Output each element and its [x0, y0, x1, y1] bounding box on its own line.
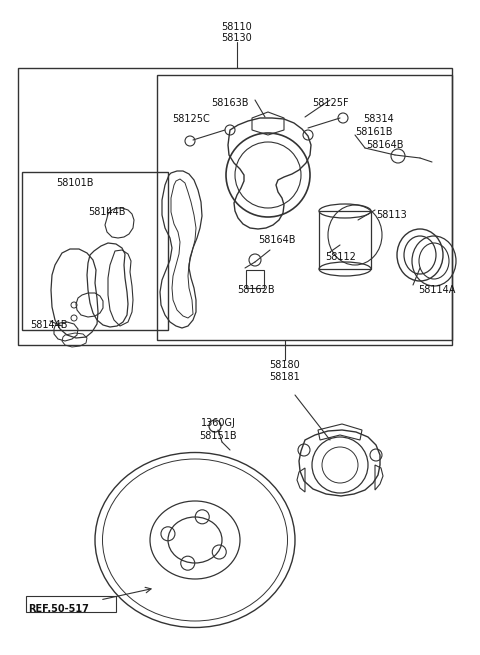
Text: 58113: 58113: [376, 210, 407, 220]
Text: 58125C: 58125C: [172, 114, 210, 124]
Text: 58180: 58180: [270, 360, 300, 370]
Text: 58161B: 58161B: [355, 127, 393, 137]
Text: 58101B: 58101B: [56, 178, 94, 188]
Text: 58144B: 58144B: [30, 320, 68, 330]
Text: 58164B: 58164B: [258, 235, 296, 245]
Text: 58144B: 58144B: [88, 207, 126, 217]
Text: REF.50-517: REF.50-517: [28, 604, 89, 614]
Text: 58181: 58181: [270, 372, 300, 382]
Bar: [246, 270, 264, 288]
Bar: [26, 596, 116, 612]
Bar: [22, 172, 168, 330]
Text: 58125F: 58125F: [312, 98, 348, 108]
Text: 58164B: 58164B: [366, 140, 404, 150]
Text: 58114A: 58114A: [418, 285, 456, 295]
Bar: [18, 68, 452, 345]
Text: 58314: 58314: [363, 114, 394, 124]
Bar: [157, 75, 452, 340]
Text: 58112: 58112: [325, 252, 356, 262]
Bar: [319, 211, 371, 269]
Text: 58162B: 58162B: [237, 285, 275, 295]
Text: 58130: 58130: [222, 33, 252, 43]
Text: 1360GJ: 1360GJ: [201, 418, 235, 428]
Text: 58110: 58110: [222, 22, 252, 32]
Text: 58151B: 58151B: [199, 431, 237, 441]
Text: 58163B: 58163B: [211, 98, 249, 108]
